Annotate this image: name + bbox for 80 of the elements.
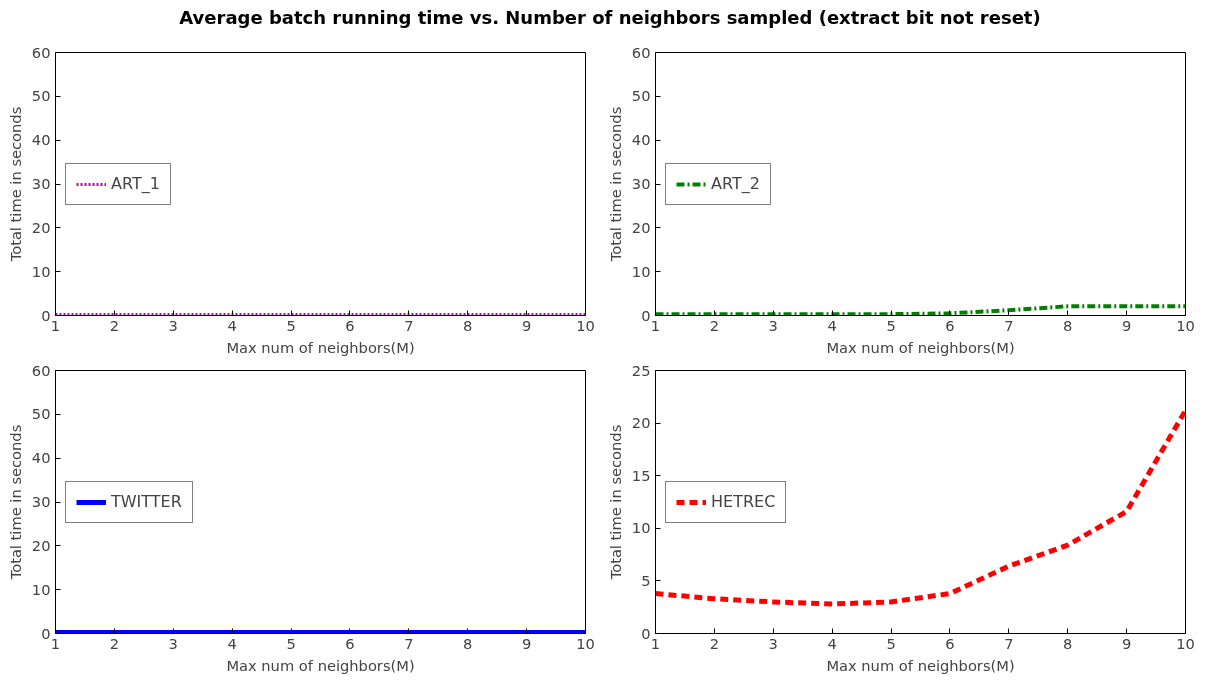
x-tick-label: 9 [1121, 634, 1132, 652]
y-tick-label: 0 [41, 306, 51, 324]
x-tick-label: 2 [709, 634, 720, 652]
x-tick-label: 1 [650, 316, 661, 334]
x-tick-label: 3 [168, 316, 178, 334]
x-tick-label: 3 [768, 316, 778, 334]
y-tick-label: 30 [31, 175, 51, 192]
x-tick-label: 1 [50, 316, 61, 334]
legend-label: TWITTER [111, 492, 182, 511]
x-axis-title: Max num of neighbors(M) [226, 656, 415, 674]
y-tick-label: 40 [31, 449, 51, 467]
chart-title: Average batch running time vs. Number of neighbors sampled (extract bit not reset) [178, 6, 1042, 30]
y-tick-label: 10 [631, 262, 651, 280]
x-tick-label: 4 [227, 316, 237, 334]
x-tick-label: 1 [650, 634, 661, 652]
x-tick-label: 9 [521, 316, 532, 334]
x-tick-label: 6 [945, 316, 955, 334]
y-tick-label: 25 [631, 361, 651, 379]
x-tick-label: 3 [768, 634, 778, 652]
y-tick-label: 20 [31, 536, 51, 554]
x-tick-label: 5 [886, 634, 896, 652]
y-tick-label: 40 [631, 131, 651, 149]
y-tick-label: 0 [41, 624, 51, 642]
y-tick-label: 50 [31, 405, 51, 423]
legend-label: ART_1 [111, 174, 160, 193]
x-tick-label: 7 [404, 634, 414, 652]
x-tick-label: 10 [1176, 634, 1195, 652]
x-tick-label: 4 [827, 316, 837, 334]
y-tick-label: 20 [31, 218, 51, 236]
x-tick-label: 10 [1176, 316, 1195, 334]
x-tick-label: 3 [168, 634, 178, 652]
legend-label: ART_2 [711, 174, 760, 193]
y-tick-label: 40 [31, 131, 51, 149]
y-axis-title: Total time in seconds [606, 424, 624, 581]
y-axis-title: Total time in seconds [6, 424, 24, 581]
y-tick-label: 10 [631, 519, 651, 537]
y-tick-label: 0 [641, 624, 651, 642]
y-tick-label: 10 [31, 262, 51, 280]
x-axis-title: Max num of neighbors(M) [826, 338, 1015, 356]
x-tick-label: 1 [50, 634, 61, 652]
y-axis-title: Total time in seconds [6, 106, 24, 263]
x-axis-title: Max num of neighbors(M) [826, 656, 1015, 674]
y-tick-label: 15 [631, 466, 651, 484]
x-tick-label: 7 [404, 316, 414, 334]
x-tick-label: 8 [1063, 634, 1073, 652]
y-tick-label: 60 [31, 361, 51, 379]
x-tick-label: 2 [109, 316, 120, 334]
y-tick-label: 5 [641, 571, 651, 589]
y-tick-label: 20 [631, 218, 651, 236]
y-tick-label: 30 [31, 493, 51, 510]
y-tick-label: 60 [31, 43, 51, 61]
x-tick-label: 7 [1004, 634, 1014, 652]
x-tick-label: 6 [345, 634, 355, 652]
x-tick-label: 9 [521, 634, 532, 652]
x-tick-label: 8 [463, 634, 473, 652]
x-tick-label: 4 [827, 634, 837, 652]
y-tick-label: 10 [31, 580, 51, 598]
legend-label: HETREC [711, 492, 776, 511]
x-tick-label: 2 [709, 316, 720, 334]
x-tick-label: 5 [886, 316, 896, 334]
y-tick-label: 30 [631, 175, 651, 192]
x-tick-label: 10 [576, 316, 595, 334]
y-tick-label: 20 [631, 414, 651, 432]
x-tick-label: 2 [109, 634, 120, 652]
x-tick-label: 5 [286, 634, 296, 652]
y-tick-label: 50 [631, 87, 651, 105]
y-tick-label: 60 [631, 43, 651, 61]
x-tick-label: 9 [1121, 316, 1132, 334]
x-tick-label: 10 [576, 634, 595, 652]
x-tick-label: 5 [286, 316, 296, 334]
y-tick-label: 0 [641, 306, 651, 324]
x-tick-label: 8 [1063, 316, 1073, 334]
x-tick-label: 8 [463, 316, 473, 334]
x-tick-label: 6 [345, 316, 355, 334]
y-axis-title: Total time in seconds [606, 106, 624, 263]
x-tick-label: 4 [227, 634, 237, 652]
x-tick-label: 6 [945, 634, 955, 652]
x-axis-title: Max num of neighbors(M) [226, 338, 415, 356]
y-tick-label: 50 [31, 87, 51, 105]
x-tick-label: 7 [1004, 316, 1014, 334]
